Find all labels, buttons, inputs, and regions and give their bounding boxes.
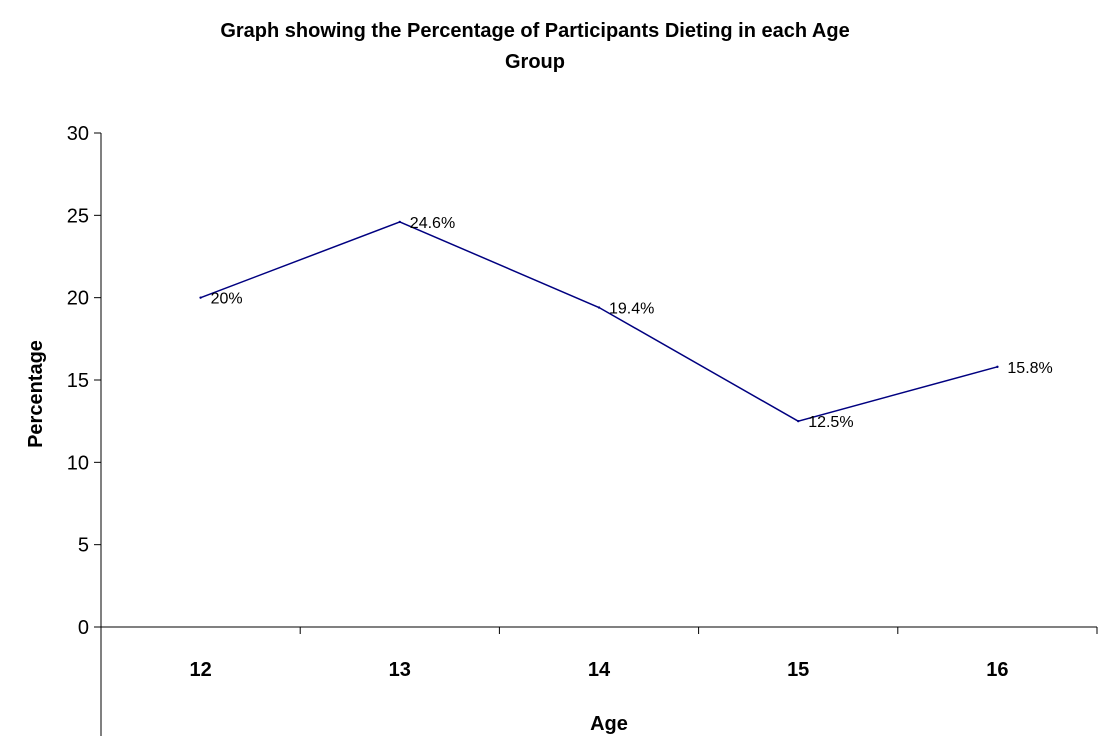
data-point — [996, 365, 999, 369]
data-label: 12.5% — [808, 414, 853, 431]
data-series — [199, 220, 999, 423]
y-axis-ticks: 0 5 10 15 20 25 30 — [67, 123, 101, 639]
y-tick-label: 25 — [67, 205, 89, 227]
chart-title-line-2: Group — [505, 51, 565, 73]
x-tick-label: 16 — [986, 659, 1008, 681]
data-point — [398, 220, 401, 224]
y-tick-label: 10 — [67, 452, 89, 474]
x-tick-label: 12 — [189, 659, 211, 681]
data-labels: 20% 24.6% 19.4% 12.5% 15.8% — [211, 215, 1053, 431]
data-label: 15.8% — [1007, 360, 1052, 377]
x-tick-label: 14 — [588, 659, 611, 681]
data-point — [597, 306, 601, 309]
axes — [100, 133, 1097, 736]
y-tick-label: 15 — [67, 370, 89, 392]
data-point — [199, 296, 202, 299]
chart-title-line-1: Graph showing the Percentage of Particip… — [220, 20, 849, 42]
x-tick-label: 15 — [787, 659, 809, 681]
y-tick-label: 0 — [78, 617, 89, 639]
x-tick-label: 13 — [389, 659, 411, 681]
y-axis-title: Percentage — [25, 340, 47, 448]
x-axis-title: Age — [590, 713, 628, 735]
y-tick-label: 5 — [78, 535, 89, 557]
chart-title: Graph showing the Percentage of Particip… — [220, 20, 849, 73]
data-point — [797, 419, 800, 423]
y-tick-label: 20 — [67, 288, 89, 310]
x-axis-ticks: 12 13 14 15 16 — [100, 627, 1098, 681]
series-line — [200, 221, 998, 423]
data-label: 20% — [211, 291, 243, 308]
data-label: 19.4% — [609, 301, 654, 318]
data-label: 24.6% — [410, 215, 455, 232]
y-tick-label: 30 — [67, 123, 89, 145]
